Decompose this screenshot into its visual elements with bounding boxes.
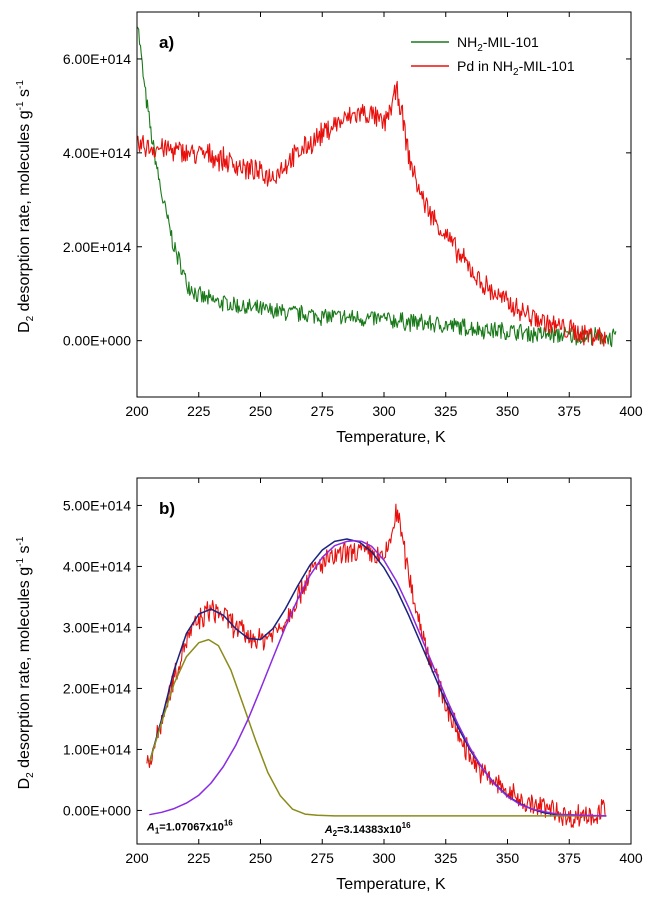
x-tick-label: 225	[187, 403, 211, 419]
legend-entry: Pd in NH2-MIL-101	[457, 58, 575, 78]
series-line-3	[148, 638, 607, 817]
y-tick-label: 6.00E+014	[63, 51, 131, 67]
panel-label: b)	[159, 499, 175, 518]
x-tick-label: 350	[496, 850, 520, 866]
series-line-nh2-mil-101	[136, 26, 617, 348]
chart-panel-b: 200 225 250 275 300 325 350 375 400 0.00E+000 1.00…	[15, 477, 643, 893]
legend-entry: NH2-MIL-101	[457, 34, 539, 54]
area-annotation-1: A1=1.07067x1016	[146, 819, 233, 836]
x-tick-label: 275	[311, 850, 335, 866]
x-tick-label: 375	[558, 850, 582, 866]
x-tick-label: 250	[249, 850, 273, 866]
series-line-1	[146, 503, 607, 828]
x-axis-label: Temperature, K	[336, 429, 446, 446]
x-tick-label: 200	[125, 403, 149, 419]
y-axis-label: D2 desorption rate, molecules g-1 s-1​	[15, 536, 36, 789]
x-tick-label: 375	[558, 403, 582, 419]
y-axis-label: D2 desorption rate, molecules g-1 s-1​	[15, 80, 36, 333]
area-annotation-2: A2=3.14383x1016	[324, 821, 411, 838]
chart-panel-a: 200 225 250 275 300 325 350 375 400 0.00E+000 2.00…	[15, 11, 643, 446]
y-tick-label: 5.00E+014	[63, 497, 131, 513]
x-tick-label: 250	[249, 403, 273, 419]
x-axis-label: Temperature, K	[336, 876, 446, 893]
y-tick-label: 2.00E+014	[63, 680, 131, 696]
x-tick-label: 350	[496, 403, 520, 419]
series-line-4	[149, 540, 607, 817]
x-tick-label: 200	[125, 850, 149, 866]
y-tick-label: 0.00E+000	[63, 802, 131, 818]
plot-frame	[136, 477, 632, 845]
x-tick-label: 300	[372, 850, 396, 866]
x-tick-label: 400	[619, 850, 643, 866]
x-tick-label: 325	[434, 403, 458, 419]
y-tick-label: 1.00E+014	[63, 741, 131, 757]
series-line-pd-in-nh2-mil-101	[136, 80, 607, 347]
y-tick-label: 2.00E+014	[63, 239, 131, 255]
x-tick-label: 325	[434, 850, 458, 866]
x-tick-label: 275	[311, 403, 335, 419]
x-tick-label: 300	[372, 403, 396, 419]
y-tick-label: 4.00E+014	[63, 145, 131, 161]
y-tick-label: 4.00E+014	[63, 558, 131, 574]
y-tick-label: 3.00E+014	[63, 619, 131, 635]
y-tick-label: 0.00E+000	[63, 333, 131, 349]
x-tick-label: 225	[187, 850, 211, 866]
panel-label: a)	[159, 33, 174, 52]
x-tick-label: 400	[619, 403, 643, 419]
